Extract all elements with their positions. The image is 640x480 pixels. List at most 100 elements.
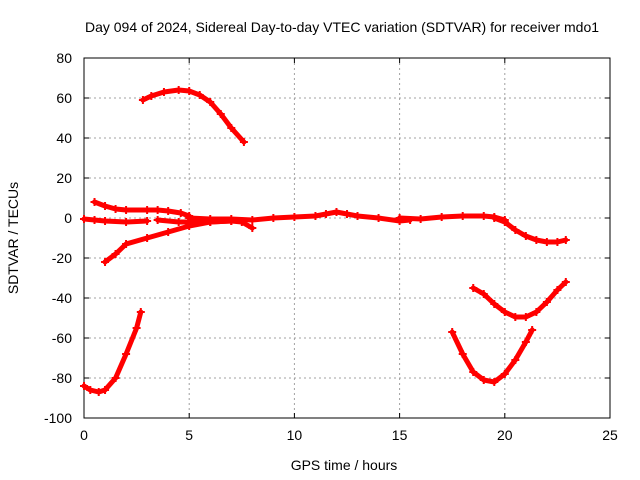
data-point	[321, 210, 330, 218]
data-point	[227, 215, 236, 223]
y-tick-label: -60	[52, 330, 72, 346]
data-point	[542, 298, 551, 306]
data-point	[521, 313, 530, 321]
data-point	[143, 206, 152, 214]
data-point	[448, 328, 457, 336]
data-point	[490, 378, 499, 386]
data-point	[511, 226, 520, 234]
data-point	[122, 240, 131, 248]
data-point	[521, 338, 530, 346]
data-point	[80, 382, 88, 390]
data-point	[153, 206, 162, 214]
data-point	[532, 308, 541, 316]
data-point	[479, 290, 488, 298]
plot-frame	[83, 57, 611, 419]
data-point	[490, 214, 499, 222]
data-point	[332, 208, 341, 216]
data-point	[185, 214, 194, 222]
data-point	[469, 368, 478, 376]
y-axis-ticks: -100 -80 -60 -40 -20 0 20 40 60 80	[44, 50, 610, 426]
data-point	[500, 218, 509, 226]
data-point	[174, 218, 183, 226]
x-axis-ticks: 0 5 10 15 20 25	[80, 58, 618, 443]
data-point	[206, 98, 215, 106]
data-point	[195, 91, 204, 99]
data-point	[290, 213, 299, 221]
data-point	[532, 236, 541, 244]
data-point	[216, 110, 225, 118]
y-tick-label: 20	[56, 170, 72, 186]
x-axis-label: GPS time / hours	[291, 457, 398, 473]
data-point	[416, 215, 425, 223]
chart-title: Day 094 of 2024, Sidereal Day-to-day VTE…	[85, 19, 599, 35]
x-tick-label: 15	[392, 427, 408, 443]
data-point	[353, 212, 362, 220]
data-point	[80, 215, 88, 223]
data-point	[101, 258, 110, 266]
data-point	[395, 214, 404, 222]
data-point	[122, 206, 131, 214]
data-point	[176, 209, 185, 217]
data-point	[542, 238, 551, 246]
x-tick-label: 5	[185, 427, 193, 443]
series-arc-right-mid	[470, 279, 569, 320]
data-point	[553, 238, 562, 246]
data-point	[122, 218, 131, 226]
data-point	[94, 388, 103, 396]
data-point	[143, 217, 152, 225]
x-tick-label: 25	[602, 427, 618, 443]
data-point	[86, 386, 95, 394]
data-point	[101, 217, 110, 225]
data-point	[164, 228, 173, 236]
data-point	[147, 92, 156, 100]
data-point	[343, 210, 351, 218]
y-tick-label: 40	[56, 130, 72, 146]
data-point	[374, 214, 383, 222]
data-point	[458, 350, 467, 358]
data-point	[490, 300, 499, 308]
data-point	[248, 224, 257, 232]
data-point	[206, 215, 215, 223]
data-point	[511, 356, 520, 364]
data-point	[437, 213, 446, 221]
data-point	[561, 236, 570, 244]
data-point	[101, 202, 110, 210]
data-point	[132, 324, 141, 332]
data-point	[553, 286, 562, 294]
data-point	[174, 86, 183, 94]
data-point	[500, 308, 509, 316]
data-point	[111, 250, 120, 258]
data-point	[521, 232, 530, 240]
data-point	[138, 96, 147, 104]
data-point	[500, 370, 509, 378]
data-point	[90, 198, 99, 206]
data-point	[153, 216, 162, 224]
data-point	[561, 278, 570, 286]
y-tick-label: -80	[52, 370, 72, 386]
y-tick-label: 80	[56, 50, 72, 66]
data-point	[136, 308, 145, 316]
data-point	[458, 212, 467, 220]
x-tick-label: 0	[80, 427, 88, 443]
data-point	[239, 138, 248, 146]
grid-lines	[84, 58, 610, 418]
y-tick-label: 60	[56, 90, 72, 106]
y-axis-label: SDTVAR / TECUs	[5, 182, 21, 294]
data-point	[111, 205, 120, 213]
data-point	[101, 386, 110, 394]
data-series	[80, 86, 570, 396]
x-tick-label: 10	[287, 427, 303, 443]
data-point	[164, 207, 173, 215]
data-point	[511, 313, 520, 321]
data-point	[185, 87, 194, 95]
data-point	[469, 284, 478, 292]
data-point	[111, 374, 120, 382]
y-tick-label: -100	[44, 410, 72, 426]
data-point	[143, 234, 152, 242]
data-point	[227, 124, 236, 132]
series-arc-high	[140, 87, 247, 145]
y-tick-label: -20	[52, 250, 72, 266]
x-tick-label: 20	[497, 427, 513, 443]
data-point	[528, 326, 537, 334]
